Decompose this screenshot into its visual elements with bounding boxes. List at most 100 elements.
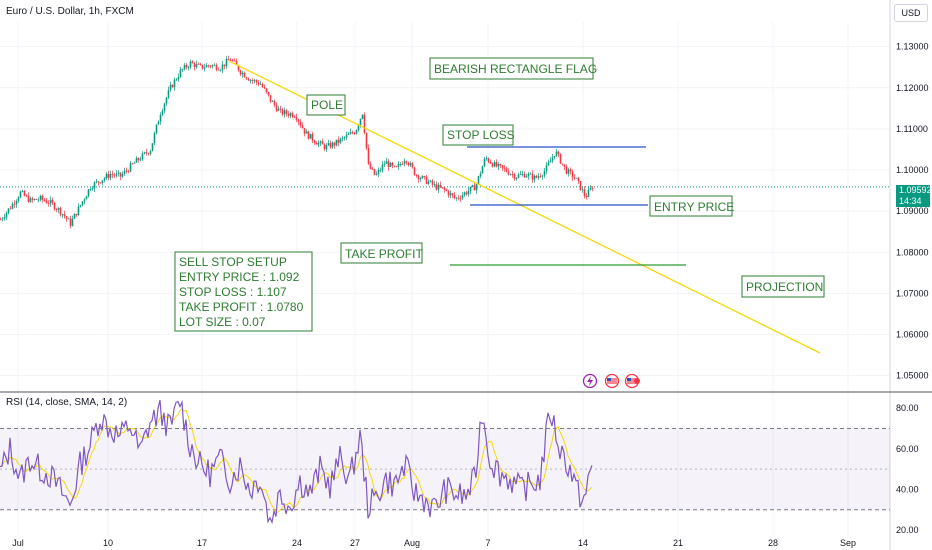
- candle-body: [239, 70, 242, 75]
- symbol-title[interactable]: Euro / U.S. Dollar, 1h, FXCM: [6, 6, 134, 17]
- price-tick-label: 1.06000: [896, 330, 929, 340]
- candle-body: [15, 200, 18, 205]
- candle-body: [501, 165, 504, 168]
- candle-body: [283, 110, 286, 115]
- candle-body: [241, 72, 244, 75]
- candle-body: [315, 142, 318, 145]
- candle-body: [155, 124, 158, 134]
- candle-body: [341, 137, 344, 139]
- candle-body: [301, 125, 304, 129]
- candle-body: [69, 218, 72, 226]
- candle-body: [427, 181, 430, 184]
- time-axis[interactable]: Jul 10 17 24 27 Aug 7 14 21 28 Sep: [12, 538, 856, 548]
- currency-button[interactable]: USD: [894, 4, 928, 22]
- candle-body: [567, 169, 570, 174]
- candle-body: [263, 86, 266, 89]
- price-axis[interactable]: 1.13000 1.12000 1.11000 1.10000 1.09000 1.080…: [896, 42, 929, 381]
- rsi-axis: 80.00 60.00 40.00 20.00: [896, 403, 919, 535]
- candle-body: [303, 128, 306, 134]
- candle-body: [55, 209, 58, 211]
- candle-body: [279, 108, 282, 110]
- candle-body: [505, 168, 508, 172]
- candle-body: [543, 171, 546, 176]
- candle-body: [261, 83, 264, 87]
- candle-body: [441, 187, 444, 189]
- price-tick-label: 1.05000: [896, 371, 929, 381]
- price-tick-label: 1.10000: [896, 165, 929, 175]
- candle-body: [173, 79, 176, 88]
- candle-body: [205, 65, 208, 68]
- us-flag-stripes-icon: [607, 378, 617, 384]
- event-icons[interactable]: [582, 373, 641, 389]
- candle-body: [559, 154, 562, 164]
- candle-body: [391, 162, 394, 166]
- candle-body: [159, 114, 162, 122]
- time-tick-label: 14: [578, 538, 588, 548]
- candle-body: [433, 184, 436, 185]
- candle-body: [95, 181, 98, 183]
- candle-body: [85, 196, 88, 200]
- candle-body: [31, 198, 34, 200]
- candle-body: [471, 185, 474, 187]
- rsi-line: [0, 399, 593, 525]
- candle-body: [473, 185, 476, 191]
- candle-body: [371, 168, 374, 170]
- candle-body: [163, 103, 166, 111]
- candle-body: [565, 166, 568, 174]
- candle-body: [577, 177, 580, 181]
- candle-body: [497, 163, 500, 167]
- candle-body: [465, 192, 468, 195]
- candle-body: [435, 184, 438, 190]
- candle-body: [137, 157, 140, 161]
- candle-body: [125, 170, 128, 172]
- candle-body: [71, 218, 74, 226]
- candle-body: [583, 189, 586, 196]
- candle-body: [329, 143, 332, 148]
- candle-body: [307, 131, 310, 139]
- candle-body: [393, 165, 396, 167]
- price-tick-label: 1.09000: [896, 206, 929, 216]
- candle-body: [485, 158, 488, 160]
- candle-body: [421, 176, 424, 179]
- candle-body: [587, 189, 590, 197]
- setup-line-5: LOT SIZE : 0.07: [179, 315, 266, 329]
- candle-body: [145, 152, 148, 154]
- time-tick-label: 10: [103, 538, 113, 548]
- candle-body: [111, 174, 114, 175]
- candle-body: [195, 63, 198, 68]
- candle-body: [151, 143, 154, 152]
- rsi-header[interactable]: RSI (14, close, SMA, 14, 2): [6, 397, 127, 408]
- candle-body: [109, 174, 112, 178]
- price-tick-label: 1.08000: [896, 247, 929, 257]
- candle-body: [171, 84, 174, 88]
- bar-countdown: 14:34: [899, 196, 922, 206]
- candle-body: [361, 114, 364, 119]
- candle-body: [219, 69, 222, 71]
- candle-body: [555, 151, 558, 157]
- candle-body: [423, 176, 426, 177]
- candle-body: [343, 137, 346, 139]
- candle-body: [287, 113, 290, 116]
- candle-body: [99, 182, 102, 184]
- candle-body: [375, 173, 378, 175]
- candle-body: [335, 139, 338, 146]
- candle-body: [211, 65, 214, 67]
- candle-body: [223, 64, 226, 67]
- candle-body: [395, 166, 398, 168]
- candle-body: [557, 151, 560, 155]
- candle-body: [257, 82, 260, 85]
- candle-body: [503, 167, 506, 169]
- rsi-pane: 80.00 60.00 40.00 20.00: [0, 399, 919, 535]
- candle-body: [429, 180, 432, 182]
- candle-body: [561, 163, 564, 165]
- candle-body: [323, 144, 326, 150]
- candle-body: [199, 64, 202, 65]
- candle-body: [89, 189, 92, 190]
- candle-body: [451, 193, 454, 196]
- candle-body: [513, 174, 516, 179]
- candle-body: [327, 143, 330, 146]
- candle-body: [7, 208, 10, 213]
- candle-body: [201, 64, 204, 69]
- candle-body: [141, 153, 144, 160]
